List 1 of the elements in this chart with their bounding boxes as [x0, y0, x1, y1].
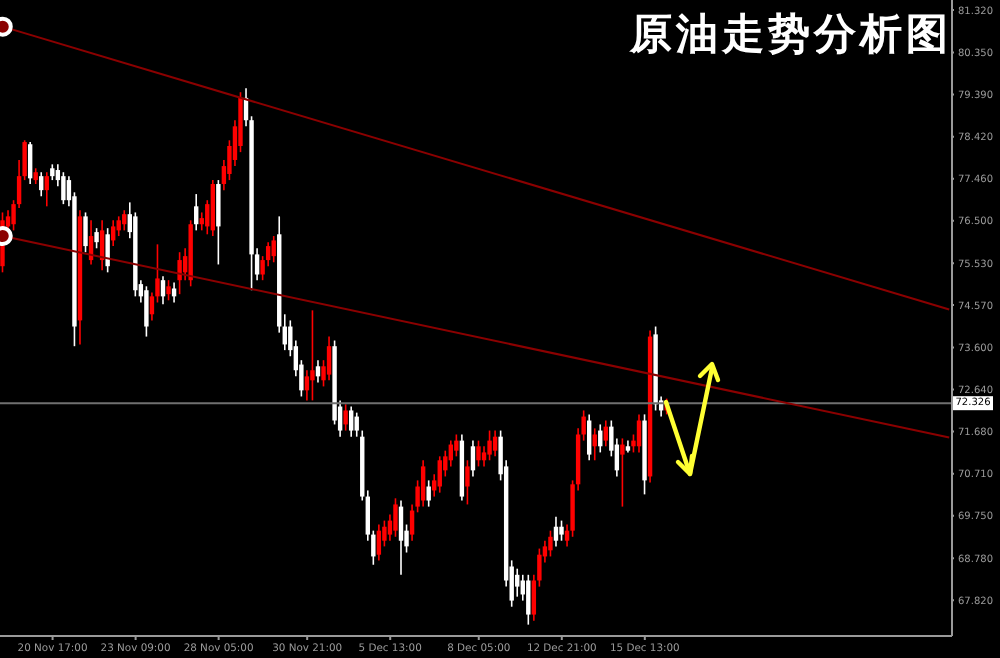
chart-title: 原油走势分析图 — [630, 6, 952, 62]
